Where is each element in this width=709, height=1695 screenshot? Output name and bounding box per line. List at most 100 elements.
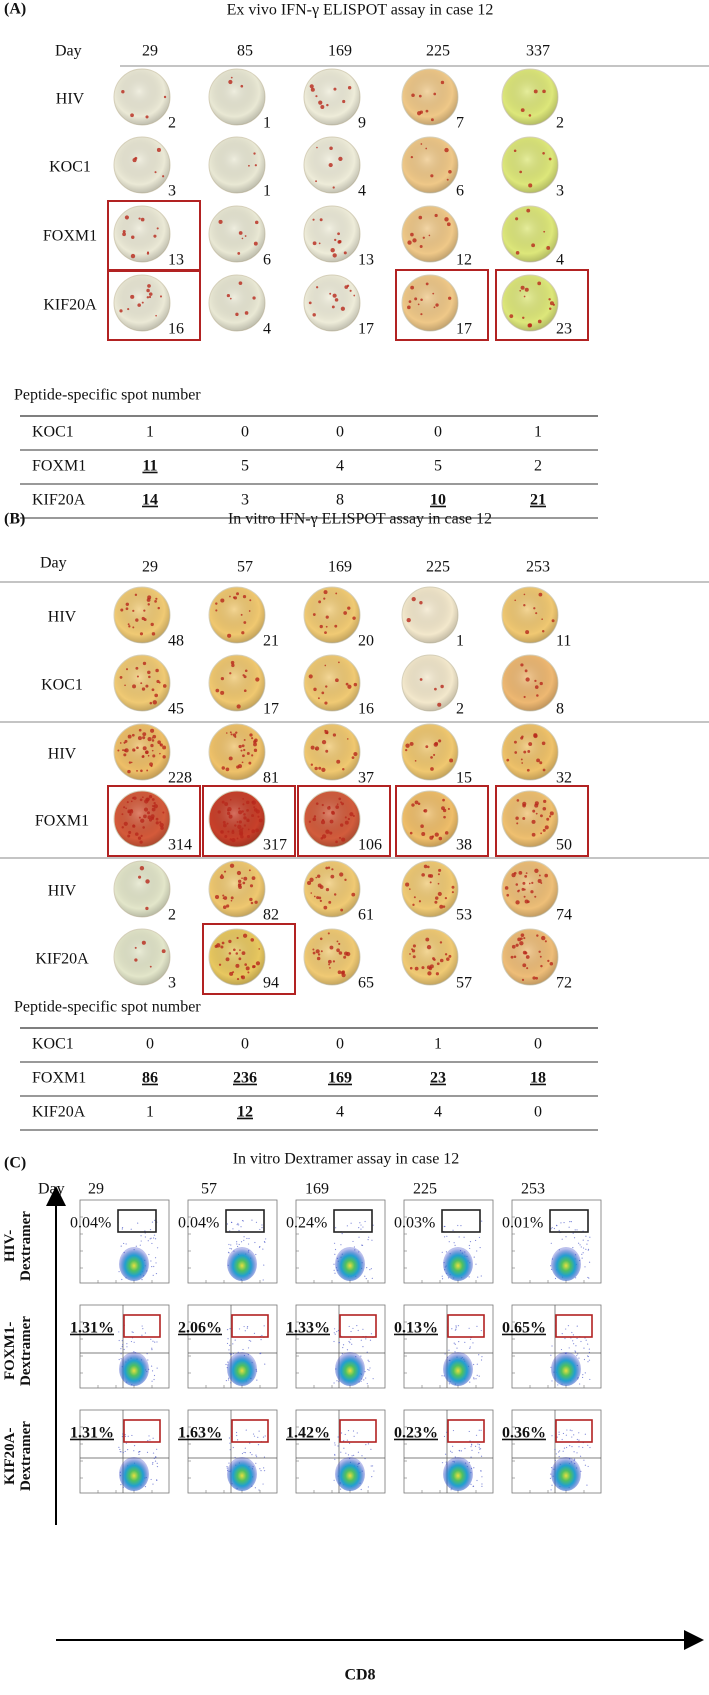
spot [130, 113, 134, 118]
event [449, 1450, 452, 1452]
spot [539, 761, 543, 765]
spot [448, 954, 452, 958]
spot [147, 737, 152, 742]
spot [425, 937, 430, 942]
table-row-label: FOXM1 [32, 1070, 86, 1087]
spot [135, 618, 139, 622]
spot [230, 733, 233, 736]
spot [536, 934, 539, 937]
well-shade [209, 724, 265, 780]
event [119, 1448, 121, 1451]
spot [318, 100, 323, 105]
spot [521, 762, 524, 764]
event [338, 1341, 340, 1344]
event [336, 1380, 338, 1382]
day: 85 [237, 43, 253, 60]
spot [341, 802, 344, 806]
spot [127, 734, 132, 739]
spot [433, 753, 436, 757]
spot [148, 795, 153, 799]
percent: 0.04% [178, 1215, 219, 1232]
spot [331, 868, 334, 871]
spot [420, 298, 423, 301]
spot [245, 966, 250, 971]
spot [242, 798, 244, 800]
event [131, 1434, 133, 1437]
table-value: 5 [241, 458, 249, 475]
spot [412, 903, 415, 907]
spot [542, 768, 546, 772]
event [549, 1477, 552, 1480]
spot [130, 294, 135, 299]
spot [521, 887, 525, 891]
highlight-box [395, 269, 489, 341]
event [352, 1240, 354, 1243]
spot [548, 307, 552, 311]
spot [155, 817, 159, 821]
spot [336, 948, 340, 953]
percent: 0.23% [394, 1425, 438, 1442]
spot [238, 957, 242, 961]
spot [434, 213, 438, 218]
row-label: HIV-Dextramer [2, 1211, 34, 1281]
event [236, 1439, 239, 1441]
spot [215, 602, 218, 605]
spot [124, 748, 129, 753]
spot [444, 147, 449, 153]
event [566, 1429, 568, 1431]
spot [423, 864, 428, 869]
event [152, 1437, 154, 1439]
spot [313, 687, 317, 692]
spot [247, 819, 250, 823]
spot [527, 323, 532, 328]
event [473, 1467, 475, 1469]
event [122, 1452, 124, 1454]
spot [228, 939, 232, 944]
event [551, 1435, 553, 1437]
population [119, 1352, 149, 1386]
event [571, 1446, 573, 1448]
event [132, 1331, 134, 1334]
event [366, 1267, 368, 1269]
event [151, 1347, 153, 1349]
spot [532, 976, 536, 980]
spot [549, 961, 554, 966]
spot [153, 234, 157, 238]
event [241, 1452, 244, 1455]
event [360, 1380, 362, 1382]
spot [231, 663, 235, 668]
spot [138, 217, 141, 220]
spot [324, 701, 328, 705]
event [573, 1458, 576, 1460]
spot [242, 803, 245, 806]
event [585, 1339, 587, 1341]
spot [318, 600, 322, 604]
spot-count: 12 [456, 252, 472, 269]
event [229, 1230, 231, 1232]
event [133, 1450, 135, 1452]
spot [248, 869, 251, 872]
event [130, 1340, 133, 1343]
event [361, 1244, 363, 1246]
spot [540, 964, 543, 968]
spot [312, 951, 316, 955]
day: 169 [305, 1181, 329, 1198]
event [229, 1449, 231, 1451]
spot [145, 115, 149, 119]
table-value: 0 [534, 1104, 542, 1121]
percent: 1.31% [70, 1320, 114, 1337]
event [456, 1347, 458, 1349]
event [246, 1237, 248, 1240]
event [582, 1446, 584, 1449]
event [578, 1242, 580, 1244]
spot [532, 809, 536, 813]
event [452, 1229, 454, 1231]
spot [223, 896, 228, 900]
day: 29 [88, 1181, 104, 1198]
spot [320, 950, 323, 953]
spot [131, 733, 135, 737]
day: 57 [201, 1181, 217, 1198]
spot-count: 16 [358, 701, 374, 718]
row-label: FOXM1 [43, 228, 97, 245]
spot [246, 800, 250, 805]
